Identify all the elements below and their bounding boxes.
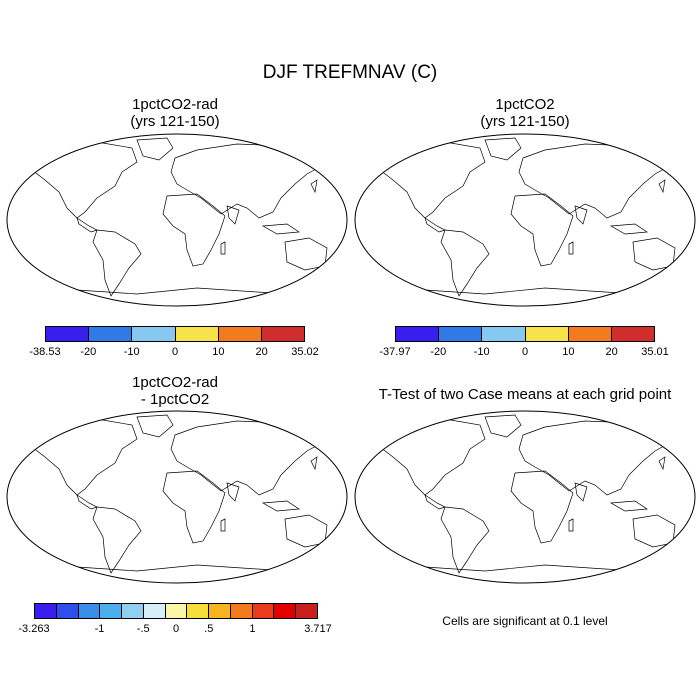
colorbar-swatch [175,327,219,341]
panel-title-1pctco2: 1pctCO2 (yrs 121-150) [375,96,675,130]
colorbar-swatch [89,327,133,341]
map-1pctco2 [355,137,695,306]
colorbar-label: 10 [562,346,575,358]
colorbar-swatch [568,327,612,341]
colorbar-swatch [132,327,176,341]
temperature-band [355,180,695,192]
panel-title-ttest: T-Test of two Case means at each grid po… [355,386,695,403]
temperature-band [7,282,347,292]
colorbar-swatch [439,327,483,341]
colorbar-swatch [209,604,231,618]
panel-title-line2: (yrs 121-150) [130,113,220,130]
colorbar-swatch [296,604,317,618]
colorbar-label: -38.53 [29,346,61,358]
colorbar-swatch [56,604,79,618]
colorbar-1pctco2-rad [45,326,305,342]
colorbar-swatch [143,604,166,618]
temperature-band [7,168,347,180]
significance-note: Cells are significant at 0.1 level [442,614,608,628]
panel-title-difference: 1pctCO2-rad - 1pctCO2 [25,374,325,408]
colorbar-label: -10 [123,346,140,358]
colorbar-label: 0 [171,346,179,358]
colorbar-swatch [122,604,144,618]
colorbar-swatch [46,327,90,341]
colorbar-swatch [165,604,188,618]
colorbar-swatch [396,327,440,341]
map-1pctco2-rad [7,137,347,306]
colorbar-label: -20 [80,346,97,358]
colorbar-swatch [261,327,305,341]
colorbar-1pctco2 [395,326,655,342]
map-ttest [355,414,695,583]
colorbar-labels-difference: -3.263 -1 -.5 0 .5 1 3.717 [18,623,331,637]
colorbar-swatch [100,604,123,618]
temperature-band [7,206,347,282]
panel-title-line2: (yrs 121-150) [480,113,570,130]
colorbar-label: 10 [212,346,225,358]
temperature-band [355,206,695,282]
panel-title-1pctco2-rad: 1pctCO2-rad (yrs 121-150) [25,96,325,130]
colorbar-swatch [252,604,275,618]
temperature-band [7,180,347,192]
map-border [6,410,348,584]
colorbar-difference [34,603,318,619]
colorbar-label: -37.97 [379,346,411,358]
panel-title-line1: T-Test of two Case means at each grid po… [378,386,672,403]
colorbar-label: 1 [249,623,256,635]
colorbar-label: -1 [94,623,105,635]
colorbar-swatch [218,327,262,341]
colorbar-swatch [525,327,569,341]
temperature-band [355,282,695,292]
panel-title-line1: 1pctCO2 [495,96,555,113]
map-border [354,410,696,584]
colorbar-label: 20 [255,346,268,358]
colorbar-label: -.5 [136,623,150,635]
map-border [354,133,696,307]
colorbar-swatch [35,604,57,618]
colorbar-swatch [78,604,101,618]
colorbar-label: 0 [521,346,529,358]
figure-title: DJF TREFMNAV (C) [262,62,438,83]
colorbar-labels-1pctco2: -37.97 -20 -10 0 10 20 35.01 [379,346,668,360]
colorbar-swatch [611,327,655,341]
temperature-band [355,192,695,206]
colorbar-swatch [482,327,526,341]
panel-title-line1: 1pctCO2-rad [132,96,218,113]
temperature-band [355,168,695,180]
colorbar-label: 3.717 [304,623,332,635]
temperature-band [355,156,695,168]
colorbar-label: 0 [172,623,180,635]
colorbar-swatch [187,604,210,618]
map-border [6,133,348,307]
temperature-band [7,156,347,168]
map-difference [7,414,347,583]
colorbar-label: 35.02 [291,346,319,358]
temperature-band [7,192,347,206]
colorbar-label: -20 [430,346,447,358]
colorbar-label: .5 [204,623,214,635]
colorbar-label: 20 [605,346,618,358]
colorbar-label: -3.263 [18,623,50,635]
colorbar-label: 35.01 [641,346,669,358]
panel-title-line1: 1pctCO2-rad [132,374,218,391]
colorbar-swatch [230,604,253,618]
colorbar-label: -10 [473,346,490,358]
panel-title-line2: - 1pctCO2 [140,391,210,408]
colorbar-swatch [274,604,297,618]
colorbar-labels-1pctco2-rad: -38.53 -20 -10 0 10 20 35.02 [29,346,318,360]
